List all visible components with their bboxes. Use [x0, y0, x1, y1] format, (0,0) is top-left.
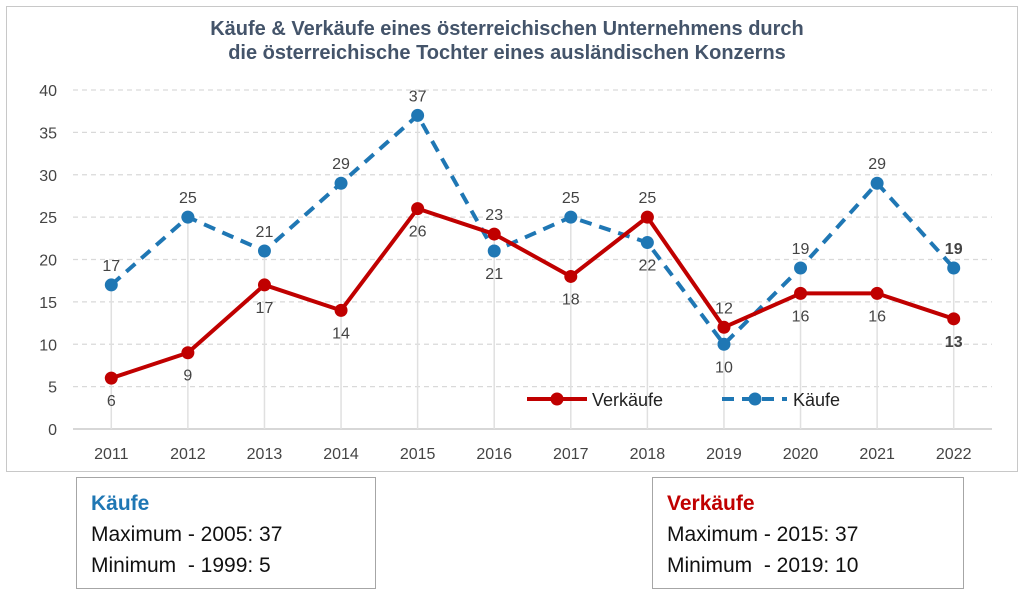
kaeufe-data-label: 22	[638, 258, 656, 275]
kaeufe-data-label: 21	[256, 224, 274, 241]
verkaeufe-maximum: Maximum - 2015: 37	[667, 523, 859, 546]
verkaeufe-data-label: 17	[256, 300, 274, 317]
verkaeufe-data-label: 12	[715, 300, 733, 317]
kaeufe-point	[411, 108, 425, 122]
kaeufe-data-label: 29	[332, 156, 350, 173]
kaeufe-data-label: 19	[792, 241, 810, 258]
kaeufe-point	[487, 244, 501, 258]
kaeufe-point	[794, 261, 808, 275]
verkaeufe-data-label: 14	[332, 325, 350, 342]
verkaeufe-point	[411, 202, 425, 216]
y-tick-label: 5	[48, 380, 57, 397]
verkaeufe-heading: Verkäufe	[667, 492, 755, 515]
verkaeufe-data-label: 16	[868, 308, 886, 325]
kaeufe-point	[947, 261, 961, 275]
chart-title-line: die österreichische Tochter eines auslän…	[228, 42, 786, 64]
y-tick-label: 10	[39, 337, 57, 354]
kaeufe-data-label: 21	[485, 266, 503, 283]
verkaeufe-data-label: 6	[107, 393, 116, 410]
x-tick-label: 2018	[630, 446, 666, 463]
kaeufe-data-label: 19	[945, 241, 963, 258]
kaeufe-point	[104, 278, 118, 292]
x-tick-label: 2019	[706, 446, 742, 463]
line-chart: Käufe & Verkäufe eines österreichischen …	[39, 18, 992, 463]
x-tick-label: 2022	[936, 446, 972, 463]
verkaeufe-point	[870, 286, 884, 300]
verkaeufe-point	[334, 303, 348, 317]
verkaeufe-data-label: 26	[409, 224, 427, 241]
x-tick-label: 2021	[859, 446, 895, 463]
kaeufe-heading: Käufe	[91, 492, 150, 515]
y-tick-label: 15	[39, 295, 57, 312]
verkaeufe-point	[717, 320, 731, 334]
x-tick-label: 2020	[783, 446, 819, 463]
verkaeufe-series-line	[110, 206, 955, 381]
x-tick-label: 2015	[400, 446, 436, 463]
verkaeufe-minimum: Minimum - 2019: 10	[667, 554, 859, 577]
kaeufe-data-label: 37	[409, 88, 427, 105]
x-tick-label: 2016	[476, 446, 512, 463]
verkaeufe-point	[947, 312, 961, 326]
kaeufe-point	[334, 176, 348, 190]
kaeufe-point	[564, 210, 578, 224]
y-tick-label: 35	[39, 125, 57, 142]
x-tick-label: 2011	[94, 446, 129, 463]
x-tick-label: 2014	[323, 446, 359, 463]
legend-verkaeufe-label: Verkäufe	[592, 390, 663, 410]
kaeufe-point	[870, 176, 884, 190]
y-tick-label: 0	[48, 422, 57, 439]
verkaeufe-info-box: Verkäufe Maximum - 2015: 37 Minimum - 20…	[652, 477, 964, 589]
x-tick-label: 2017	[553, 446, 589, 463]
y-tick-label: 20	[39, 253, 57, 270]
kaeufe-maximum: Maximum - 2005: 37	[91, 523, 283, 546]
legend-kaeufe-marker	[748, 392, 762, 406]
kaeufe-series-line	[109, 113, 956, 347]
kaeufe-point	[640, 236, 654, 250]
verkaeufe-data-label: 13	[945, 334, 963, 351]
x-tick-label: 2012	[170, 446, 206, 463]
verkaeufe-data-label: 23	[485, 207, 503, 224]
verkaeufe-point	[257, 278, 271, 292]
verkaeufe-data-label: 25	[638, 190, 656, 207]
y-tick-label: 30	[39, 168, 57, 185]
kaeufe-point	[257, 244, 271, 258]
verkaeufe-point	[104, 371, 118, 385]
kaeufe-data-label: 25	[562, 190, 580, 207]
chart-title-line: Käufe & Verkäufe eines österreichischen …	[210, 18, 804, 40]
verkaeufe-point	[794, 286, 808, 300]
kaeufe-point	[181, 210, 195, 224]
verkaeufe-data-label: 18	[562, 291, 580, 308]
legend-verkaeufe-marker	[550, 392, 564, 406]
verkaeufe-point	[640, 210, 654, 224]
verkaeufe-data-label: 9	[183, 368, 192, 385]
legend-kaeufe-label: Käufe	[793, 390, 840, 410]
x-tick-label: 2013	[247, 446, 283, 463]
kaeufe-data-label: 29	[868, 156, 886, 173]
verkaeufe-point	[181, 346, 195, 360]
kaeufe-data-label: 17	[102, 258, 120, 275]
y-tick-label: 40	[39, 83, 57, 100]
y-tick-label: 25	[39, 210, 57, 227]
kaeufe-minimum: Minimum - 1999: 5	[91, 554, 271, 577]
verkaeufe-data-label: 16	[792, 308, 810, 325]
kaeufe-point	[717, 337, 731, 351]
kaeufe-data-label: 10	[715, 359, 733, 376]
kaeufe-data-label: 25	[179, 190, 197, 207]
verkaeufe-point	[487, 227, 501, 241]
chart-frame: Käufe & Verkäufe eines österreichischen …	[6, 6, 1018, 472]
kaeufe-info-box: Käufe Maximum - 2005: 37 Minimum - 1999:…	[76, 477, 376, 589]
verkaeufe-point	[564, 269, 578, 283]
